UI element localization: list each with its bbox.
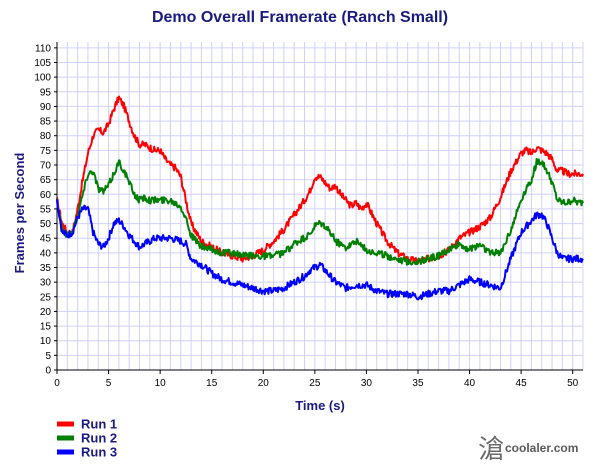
y-tick-label: 10	[40, 336, 52, 347]
watermark: 滄 coolaler.com	[478, 435, 578, 464]
x-tick-label: 45	[516, 378, 528, 389]
y-tick-label: 95	[40, 87, 52, 98]
y-tick-label: 70	[40, 161, 52, 172]
x-tick-label: 40	[464, 378, 476, 389]
y-tick-label: 40	[40, 248, 52, 259]
y-axis-title: Frames per Second	[12, 153, 27, 274]
chart-title: Demo Overall Framerate (Ranch Small)	[152, 9, 448, 26]
x-tick-label: 15	[206, 378, 218, 389]
legend-label-run-2: Run 2	[81, 431, 117, 446]
y-tick-label: 50	[40, 219, 52, 230]
y-tick-label: 5	[45, 351, 51, 362]
y-tick-label: 80	[40, 131, 52, 142]
y-tick-label: 85	[40, 117, 52, 128]
y-tick-label: 60	[40, 190, 52, 201]
x-tick-label: 50	[567, 378, 579, 389]
y-tick-label: 20	[40, 307, 52, 318]
x-tick-label: 35	[412, 378, 424, 389]
x-tick-label: 5	[106, 378, 112, 389]
x-tick-label: 10	[155, 378, 167, 389]
series-line-run-2	[56, 158, 584, 266]
x-axis-ticks: 0 5 10 15 20 25 30 35 40 45 50	[54, 370, 579, 389]
y-axis-ticks: 0 5 10 15 20 25 30 35 40 45 50 55 60 65 70 75 80 85 90 95 10…	[34, 43, 57, 377]
x-tick-label: 0	[54, 378, 60, 389]
y-tick-label: 100	[34, 73, 51, 84]
y-tick-label: 55	[40, 204, 52, 215]
legend-label-run-1: Run 1	[81, 417, 117, 432]
x-tick-label: 20	[258, 378, 270, 389]
y-tick-label: 0	[45, 366, 51, 377]
y-tick-label: 110	[35, 43, 51, 54]
y-tick-label: 105	[34, 58, 51, 69]
y-tick-label: 15	[40, 322, 52, 333]
series-line-run-1	[56, 95, 584, 265]
y-tick-label: 45	[40, 234, 52, 245]
watermark-text: coolaler.com	[505, 441, 578, 455]
x-tick-label: 25	[309, 378, 321, 389]
y-tick-label: 30	[40, 278, 52, 289]
y-tick-label: 90	[40, 102, 52, 113]
x-axis-title: Time (s)	[295, 398, 345, 413]
series-line-run-3	[56, 199, 584, 301]
y-tick-label: 65	[40, 175, 52, 186]
y-tick-label: 35	[40, 263, 52, 274]
series-lines	[56, 95, 584, 301]
grid	[57, 42, 584, 370]
legend-label-run-3: Run 3	[81, 445, 117, 460]
x-tick-label: 30	[361, 378, 373, 389]
y-tick-label: 25	[40, 292, 52, 303]
y-tick-label: 75	[40, 146, 52, 157]
watermark-glyph: 滄	[478, 435, 504, 464]
